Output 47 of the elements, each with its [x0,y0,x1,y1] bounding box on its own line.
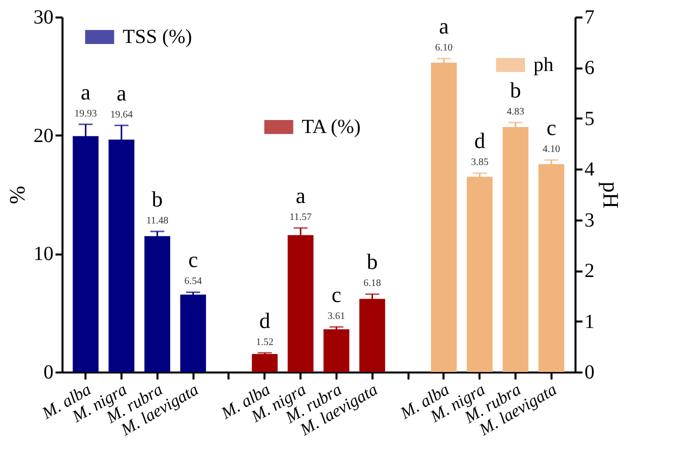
annotation: c [332,282,342,307]
legend-label: ph [534,54,554,76]
legend-label: TSS (%) [122,26,192,48]
annotation: b [152,186,163,212]
bar [430,62,457,372]
annotation: a [296,182,306,208]
annotation: b [510,77,522,102]
legend-label: TA (%) [302,116,361,138]
y2-tick-label: 4 [584,158,594,181]
data-label: 6.54 [184,276,202,288]
y-tick-label: 0 [44,362,54,384]
annotation: a [80,79,91,104]
data-label: 6.18 [363,278,381,290]
data-label: 6.10 [435,42,453,54]
y-tick-label: 20 [34,124,54,147]
data-label: 19.64 [110,109,133,120]
y2-tick-label: 0 [584,362,594,384]
y-tick-label: 10 [34,243,54,266]
bar [144,236,170,372]
y2-tick-label: 1 [584,310,594,333]
bar [466,176,493,372]
annotation: d [259,308,270,333]
y2-tick-label: 3 [584,209,594,232]
bar [359,298,386,372]
bar [538,164,564,372]
y-axis-title: % [4,186,30,204]
data-label: 3.85 [470,157,488,168]
data-label: 4.10 [542,144,560,156]
bar [502,127,528,372]
y2-axis-title: pH [598,182,624,209]
data-label: 11.57 [290,212,312,223]
y-tick-label: 30 [34,6,54,28]
y2-tick-label: 6 [584,57,594,80]
data-label: 11.48 [146,215,168,226]
annotation: b [366,249,378,274]
annotation: c [188,247,198,272]
annotation: a [439,14,449,39]
data-label: 19.93 [74,108,97,120]
data-label: 3.61 [328,310,346,322]
annotation: c [546,115,556,140]
data-label: 4.83 [506,106,524,118]
y2-tick-label: 2 [584,260,594,282]
annotation: d [474,128,486,154]
y2-tick-label: 5 [584,108,594,130]
y2-tick-label: 7 [584,6,594,28]
data-label: 1.52 [256,336,274,348]
annotation: a [116,80,127,106]
